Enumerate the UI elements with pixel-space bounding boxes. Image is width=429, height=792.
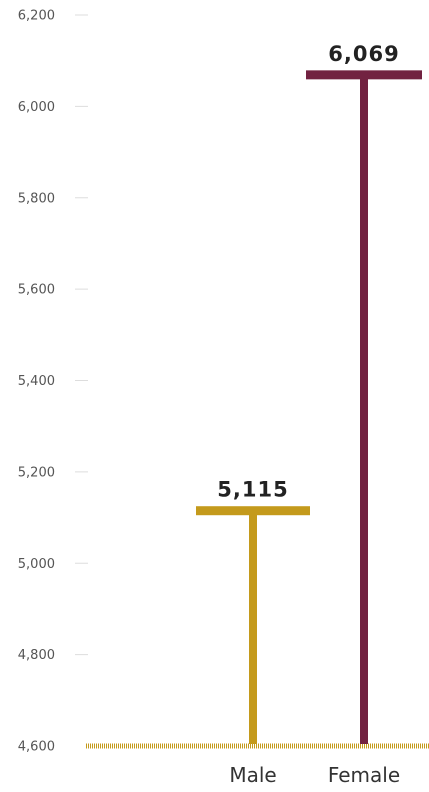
y-tick-label: 5,400 [18, 374, 55, 389]
bar-stem [360, 74, 368, 744]
x-axis-labels: Male Female [229, 763, 400, 787]
y-tick-label: 4,600 [18, 740, 55, 755]
bar-value-label: 6,069 [328, 42, 399, 66]
bar-female: 6,069 [306, 42, 422, 744]
y-tick-label: 6,200 [18, 9, 55, 24]
y-axis: 4,600 4,800 5,000 5,200 5,400 5,600 5,800 6,000… [18, 9, 88, 755]
bar-male: 5,115 [196, 478, 310, 744]
y-tick-label: 5,000 [18, 557, 55, 572]
bar-value-label: 5,115 [217, 478, 288, 502]
y-tick-label: 4,800 [18, 648, 55, 663]
bars: 5,115 6,069 [196, 42, 422, 744]
x-category-label: Female [328, 763, 400, 787]
y-tick-label: 5,800 [18, 191, 55, 206]
x-category-label: Male [229, 763, 276, 787]
y-tick-label: 6,000 [18, 100, 55, 115]
y-tick-label: 5,600 [18, 283, 55, 298]
bar-cap [196, 506, 310, 516]
bar-cap [306, 70, 422, 80]
bar-stem [249, 510, 257, 744]
y-tick-label: 5,200 [18, 465, 55, 480]
